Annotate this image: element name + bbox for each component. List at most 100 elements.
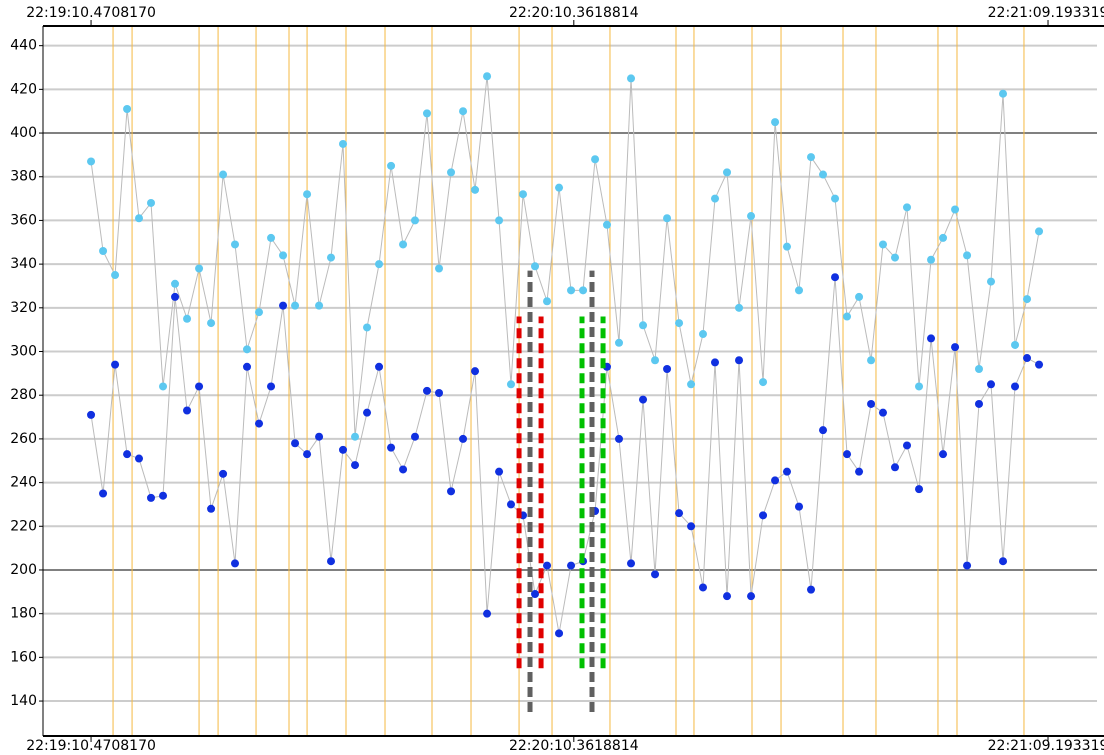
data-point [747, 212, 756, 221]
y-tick-label: 320 [10, 300, 37, 316]
data-point [459, 107, 468, 116]
data-point [459, 434, 468, 443]
data-point [698, 330, 707, 339]
data-point [303, 450, 312, 459]
series-line [90, 277, 1040, 634]
data-point [195, 264, 204, 273]
data-point [135, 214, 144, 223]
data-point [915, 485, 924, 494]
data-point [855, 467, 864, 476]
data-point [903, 203, 912, 212]
data-point [543, 561, 552, 570]
data-point [555, 629, 564, 638]
data-point [207, 504, 216, 513]
data-point [303, 190, 312, 199]
data-point [111, 360, 120, 369]
data-point [147, 493, 156, 502]
data-point [795, 502, 804, 511]
data-point [795, 286, 804, 295]
data-point [615, 434, 624, 443]
data-point [567, 286, 576, 295]
data-point [615, 338, 624, 347]
data-point [147, 198, 156, 207]
data-point [351, 432, 360, 441]
data-point [339, 445, 348, 454]
data-point [327, 253, 336, 262]
data-point [723, 168, 732, 177]
axes: 140 160 180 200 220 240 260 280 300 320 340 360 380 4… [10, 5, 1104, 754]
y-tick-label: 300 [10, 344, 37, 360]
y-tick-label: 440 [10, 38, 37, 54]
data-point [735, 303, 744, 312]
data-point [387, 161, 396, 170]
y-tick-label: 200 [10, 562, 37, 578]
data-point [135, 454, 144, 463]
data-point [963, 561, 972, 570]
x-tick-label: 22:21:09.193319 [988, 5, 1104, 21]
data-point [87, 157, 96, 166]
data-point [531, 262, 540, 271]
data-point [747, 592, 756, 601]
data-point [471, 185, 480, 194]
data-point [243, 362, 252, 371]
data-point [387, 443, 396, 452]
y-tick-label: 360 [10, 212, 37, 228]
data-point [1035, 360, 1044, 369]
data-point [878, 408, 887, 417]
data-point [231, 240, 240, 249]
data-point [782, 242, 791, 251]
data-point [99, 489, 108, 498]
data-point [243, 345, 252, 354]
y-tick-label: 140 [10, 693, 37, 709]
data-point [111, 271, 120, 280]
data-point [171, 292, 180, 301]
x-tick-label: 22:20:10.3618814 [509, 738, 639, 754]
data-point [843, 312, 852, 321]
data-point [159, 382, 168, 391]
data-point [543, 297, 552, 306]
data-point [495, 216, 504, 225]
y-tick-label: 280 [10, 387, 37, 403]
data-point [675, 319, 684, 328]
y-tick-label: 340 [10, 256, 37, 272]
data-point [399, 465, 408, 474]
data-point [759, 511, 768, 520]
data-point [855, 292, 864, 301]
data-point [279, 251, 288, 260]
y-tick-label: 220 [10, 518, 37, 534]
data-point [531, 590, 540, 598]
data-point [651, 356, 660, 365]
data-point [687, 380, 696, 389]
data-point [819, 170, 828, 179]
data-point [987, 380, 996, 389]
data-point [423, 386, 432, 395]
data-point [915, 382, 924, 391]
data-point [483, 609, 492, 618]
data-point [759, 378, 768, 387]
data-point [939, 450, 948, 459]
data-point [1023, 354, 1032, 363]
data-point [579, 286, 588, 295]
data-point [207, 319, 216, 328]
data-point [567, 561, 576, 570]
data-point [410, 216, 419, 225]
data-point [435, 389, 444, 398]
data-point [951, 205, 960, 214]
data-point [963, 251, 972, 260]
data-point [123, 105, 132, 114]
data-point [471, 367, 480, 376]
data-point [639, 321, 648, 330]
data-point [807, 585, 816, 594]
y-tick-label: 400 [10, 125, 37, 141]
data-point [219, 469, 228, 478]
data-point [363, 323, 372, 332]
data-point [375, 260, 384, 269]
data-point [602, 220, 611, 229]
data-point [183, 314, 192, 323]
data-point [1023, 295, 1032, 304]
data-point [591, 155, 600, 164]
data-point [399, 240, 408, 249]
data-point [363, 408, 372, 417]
